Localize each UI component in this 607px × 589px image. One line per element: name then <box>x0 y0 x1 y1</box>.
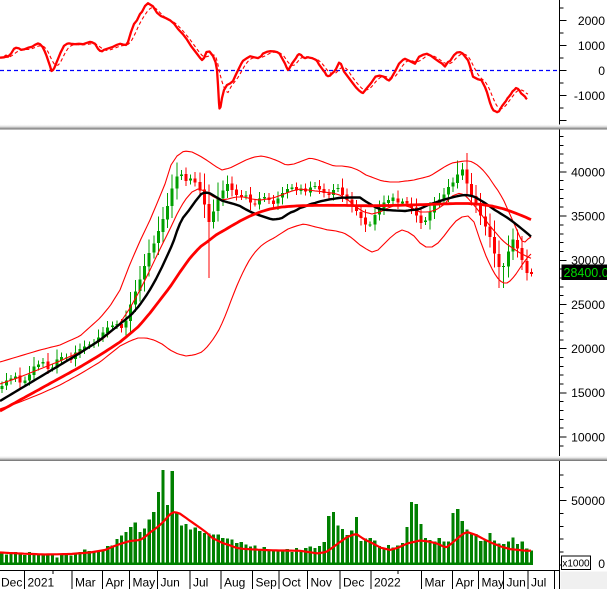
svg-text:0: 0 <box>598 64 605 78</box>
svg-text:35000: 35000 <box>571 210 605 224</box>
svg-text:Dec: Dec <box>1 576 22 589</box>
svg-text:Apr: Apr <box>106 576 125 589</box>
svg-text:Jun: Jun <box>507 576 526 589</box>
svg-text:May: May <box>482 576 505 589</box>
svg-text:Aug: Aug <box>224 576 245 589</box>
svg-text:2022: 2022 <box>374 576 401 589</box>
svg-text:Dec: Dec <box>343 576 364 589</box>
svg-text:Nov: Nov <box>311 576 332 589</box>
svg-text:Mar: Mar <box>425 576 446 589</box>
svg-text:Jul: Jul <box>193 576 208 589</box>
svg-text:Mar: Mar <box>75 576 96 589</box>
svg-text:Jun: Jun <box>161 576 180 589</box>
svg-text:28400.00: 28400.00 <box>564 266 607 280</box>
svg-text:x1000: x1000 <box>562 559 590 570</box>
svg-text:2000: 2000 <box>578 14 605 28</box>
svg-text:Oct: Oct <box>282 576 301 589</box>
svg-text:25000: 25000 <box>571 298 605 312</box>
svg-text:Sep: Sep <box>256 576 278 589</box>
svg-text:2021: 2021 <box>28 576 55 589</box>
svg-text:Apr: Apr <box>456 576 475 589</box>
svg-text:-1000: -1000 <box>574 89 605 103</box>
svg-text:0: 0 <box>598 557 605 571</box>
svg-text:30000: 30000 <box>571 254 605 268</box>
svg-text:Jul: Jul <box>531 576 546 589</box>
svg-text:1000: 1000 <box>578 39 605 53</box>
svg-text:15000: 15000 <box>571 386 605 400</box>
svg-text:20000: 20000 <box>571 342 605 356</box>
svg-text:40000: 40000 <box>571 165 605 179</box>
svg-text:May: May <box>133 576 156 589</box>
svg-text:10000: 10000 <box>571 430 605 444</box>
svg-text:50000: 50000 <box>571 494 605 508</box>
